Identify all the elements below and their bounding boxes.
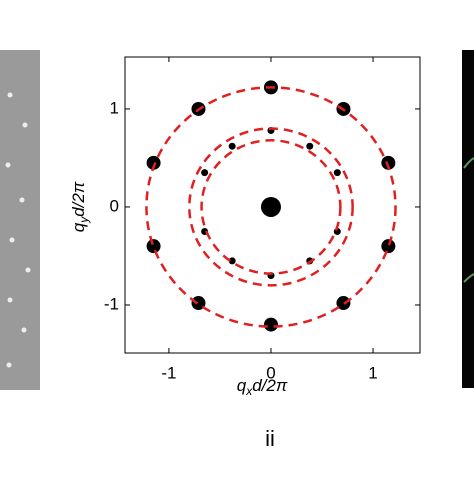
sem-image [0, 50, 40, 390]
spot [263, 317, 278, 332]
x-axis-label: qxd/2π [237, 376, 288, 398]
y-tick-label: -1 [104, 294, 119, 313]
spot [201, 169, 209, 177]
spot [260, 196, 281, 217]
dashed-ring [145, 86, 397, 328]
y-axis-label: qyd/2π [69, 181, 91, 232]
spot [191, 296, 206, 311]
x-tick-label: 1 [368, 363, 377, 382]
spot [146, 155, 161, 170]
sem-dots [5, 92, 31, 368]
spot [228, 257, 236, 265]
y-tick-label: 1 [110, 98, 119, 117]
spot [146, 239, 161, 254]
dashed-ring [200, 139, 342, 275]
dark-image [462, 50, 474, 388]
spot [333, 169, 341, 177]
y-tick-label: 0 [110, 196, 119, 215]
spot [381, 239, 396, 254]
spot [336, 296, 351, 311]
dashed-ring [188, 127, 354, 287]
x-tick-label: -1 [161, 363, 176, 382]
spot [306, 142, 314, 150]
panel-label: ii [265, 426, 275, 451]
green-curve [463, 157, 474, 283]
spot [228, 142, 236, 150]
plot-frame [124, 56, 421, 354]
x-tick-label: 0 [266, 363, 275, 382]
spot [381, 155, 396, 170]
